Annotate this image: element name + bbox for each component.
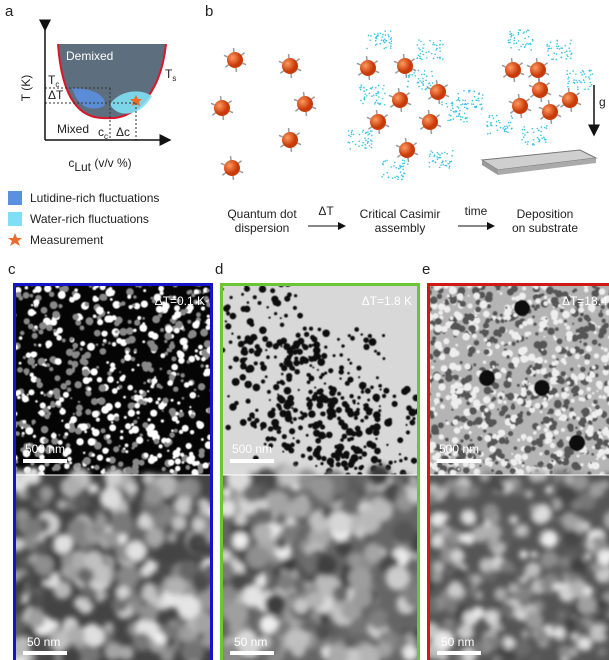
quantum-dot: [227, 52, 243, 68]
quantum-dot: [392, 92, 408, 108]
micrograph: ΔT=18.4 K 500 nm 50 nm: [427, 283, 609, 660]
quantum-dot: [282, 58, 298, 74]
delta-t-label: ΔT=0.1 K: [155, 294, 205, 308]
arrow-label: ΔT: [318, 204, 334, 218]
region-label: Mixed: [57, 122, 89, 136]
delta-t-label: ΔT=18.4 K: [562, 294, 609, 308]
stage-label: Critical Casimir assembly: [360, 207, 441, 235]
quantum-dot: [360, 60, 376, 76]
panel-label: d: [215, 261, 223, 278]
scale-label: 50 nm: [27, 635, 60, 649]
scale-label: 500 nm: [232, 442, 272, 456]
quantum-dot: [282, 132, 298, 148]
quantum-dot: [532, 82, 548, 98]
marker-label: ΔT: [48, 88, 64, 102]
legend-swatch: [8, 233, 22, 246]
quantum-dot: [422, 114, 438, 130]
marker-label: Ts: [165, 67, 176, 83]
quantum-dot: [505, 62, 521, 78]
scale-bar: [437, 651, 481, 655]
quantum-dot: [370, 114, 386, 130]
coexistence-curve: [57, 43, 167, 120]
delta-t-label: ΔT=1.8 K: [362, 294, 412, 308]
panel-border: [13, 283, 213, 660]
micrograph: ΔT=1.8 K 500 nm 50 nm: [220, 283, 420, 660]
marker-label: Δc: [116, 125, 130, 139]
panel-label: c: [8, 261, 16, 278]
panel-label: e: [422, 261, 430, 278]
quantum-dot: [297, 96, 313, 112]
quantum-dot: [224, 160, 240, 176]
panel-border: [427, 283, 609, 660]
scale-label: 500 nm: [25, 442, 65, 456]
panel-border: [220, 283, 420, 660]
lutidine-lobe: [72, 88, 105, 109]
scale-label: 50 nm: [234, 635, 267, 649]
quantum-dot: [512, 98, 528, 114]
scale-bar: [230, 459, 274, 463]
quantum-dot: [399, 142, 415, 158]
legend-label: Lutidine-rich fluctuations: [30, 191, 159, 205]
y-axis-title: T (K): [19, 75, 33, 101]
quantum-dot: [397, 58, 413, 74]
legend-label: Water-rich fluctuations: [30, 212, 149, 226]
stage-label: Deposition on substrate: [512, 207, 578, 235]
panel-label: b: [205, 3, 213, 20]
quantum-dot: [214, 100, 230, 116]
quantum-dot: [530, 62, 546, 78]
scale-bar: [23, 459, 67, 463]
quantum-dot: [430, 84, 446, 100]
stage-label: Quantum dot dispersion: [227, 207, 297, 235]
marker-label: Tc: [48, 73, 59, 89]
scale-bar: [230, 651, 274, 655]
arrow-label: time: [465, 204, 488, 218]
scale-label: 500 nm: [439, 442, 479, 456]
legend-swatch: [8, 191, 22, 205]
quantum-dot: [562, 92, 578, 108]
micrograph: ΔT=0.1 K 500 nm 50 nm: [13, 283, 213, 660]
scale-bar: [23, 651, 67, 655]
x-axis-title: cLut (v/v %): [68, 156, 131, 174]
scale-bar: [437, 459, 481, 463]
marker-label: cc: [98, 125, 108, 141]
region-label: Demixed: [66, 49, 113, 63]
gravity-label: g: [599, 95, 606, 109]
panel-label: a: [5, 3, 14, 20]
legend-label: Measurement: [30, 233, 104, 247]
quantum-dot: [542, 104, 558, 120]
water-lobe: [110, 91, 152, 114]
legend-swatch: [8, 212, 22, 226]
scale-label: 50 nm: [441, 635, 474, 649]
